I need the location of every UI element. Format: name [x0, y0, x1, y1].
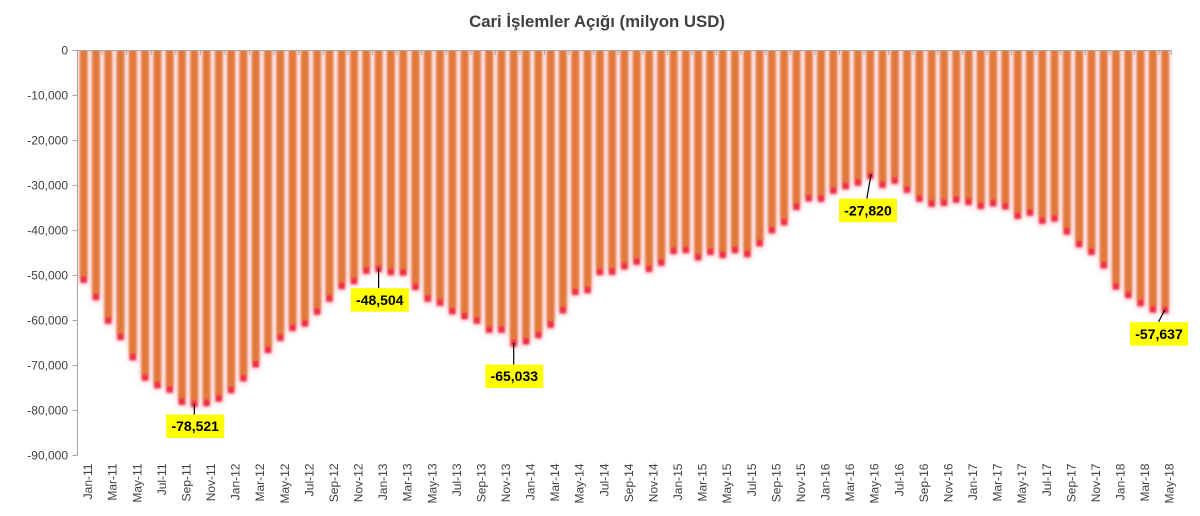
svg-text:Sep-13: Sep-13 — [474, 463, 488, 502]
svg-text:Mar-13: Mar-13 — [401, 463, 415, 501]
svg-text:Sep-16: Sep-16 — [917, 463, 931, 502]
svg-text:Sep-15: Sep-15 — [769, 463, 783, 502]
svg-text:Jan-18: Jan-18 — [1114, 463, 1128, 500]
svg-text:Nov-11: Nov-11 — [204, 463, 218, 501]
svg-text:May-16: May-16 — [868, 463, 882, 503]
svg-text:-30,000: -30,000 — [27, 179, 68, 193]
svg-text:0: 0 — [61, 44, 68, 58]
svg-text:-40,000: -40,000 — [27, 224, 68, 238]
svg-text:Mar-15: Mar-15 — [696, 463, 710, 501]
svg-text:-70,000: -70,000 — [27, 359, 68, 373]
svg-text:-27,820: -27,820 — [844, 202, 892, 218]
svg-text:Jul-17: Jul-17 — [1040, 463, 1054, 496]
svg-text:May-11: May-11 — [130, 463, 144, 502]
svg-text:Sep-12: Sep-12 — [327, 463, 341, 502]
svg-text:Mar-17: Mar-17 — [991, 463, 1005, 501]
svg-text:Jan-16: Jan-16 — [819, 463, 833, 500]
svg-text:Jul-14: Jul-14 — [597, 463, 611, 496]
svg-text:May-17: May-17 — [1015, 463, 1029, 503]
svg-text:Mar-16: Mar-16 — [843, 463, 857, 501]
svg-text:Jul-11: Jul-11 — [155, 463, 169, 495]
svg-text:Jan-15: Jan-15 — [671, 463, 685, 500]
svg-text:Jul-16: Jul-16 — [892, 463, 906, 496]
svg-text:Cari İşlemler Açığı (milyon US: Cari İşlemler Açığı (milyon USD) — [469, 12, 725, 31]
svg-text:Nov-12: Nov-12 — [352, 463, 366, 502]
svg-text:-50,000: -50,000 — [27, 269, 68, 283]
svg-text:Jan-13: Jan-13 — [376, 463, 390, 500]
svg-text:-10,000: -10,000 — [27, 89, 68, 103]
svg-text:Nov-16: Nov-16 — [941, 463, 955, 502]
svg-text:Jan-17: Jan-17 — [966, 463, 980, 500]
svg-text:Mar-11: Mar-11 — [106, 463, 120, 500]
svg-text:May-18: May-18 — [1163, 463, 1177, 503]
svg-text:-20,000: -20,000 — [27, 134, 68, 148]
svg-text:-80,000: -80,000 — [27, 404, 68, 418]
svg-text:Nov-13: Nov-13 — [499, 463, 513, 502]
svg-text:Sep-17: Sep-17 — [1064, 463, 1078, 502]
svg-text:Nov-15: Nov-15 — [794, 463, 808, 502]
svg-text:Jan-12: Jan-12 — [229, 463, 243, 500]
svg-text:May-13: May-13 — [425, 463, 439, 503]
svg-text:Nov-14: Nov-14 — [646, 463, 660, 502]
svg-text:Mar-14: Mar-14 — [548, 463, 562, 501]
svg-text:-65,033: -65,033 — [491, 368, 539, 384]
svg-text:Nov-17: Nov-17 — [1089, 463, 1103, 502]
svg-text:May-14: May-14 — [573, 463, 587, 503]
svg-text:Jul-15: Jul-15 — [745, 463, 759, 496]
svg-text:Jan-14: Jan-14 — [524, 463, 538, 500]
svg-text:May-15: May-15 — [720, 463, 734, 503]
svg-text:Mar-12: Mar-12 — [253, 463, 267, 501]
svg-text:Jul-13: Jul-13 — [450, 463, 464, 496]
svg-text:Sep-14: Sep-14 — [622, 463, 636, 502]
svg-text:-78,521: -78,521 — [171, 418, 219, 434]
svg-text:-57,637: -57,637 — [1135, 326, 1183, 342]
svg-text:Mar-18: Mar-18 — [1138, 463, 1152, 501]
svg-text:Sep-11: Sep-11 — [179, 463, 193, 501]
svg-text:-48,504: -48,504 — [356, 292, 404, 308]
svg-text:-60,000: -60,000 — [27, 314, 68, 328]
svg-text:-90,000: -90,000 — [27, 449, 68, 463]
svg-text:Jul-12: Jul-12 — [302, 463, 316, 496]
svg-text:May-12: May-12 — [278, 463, 292, 503]
svg-text:Jan-11: Jan-11 — [81, 463, 95, 499]
